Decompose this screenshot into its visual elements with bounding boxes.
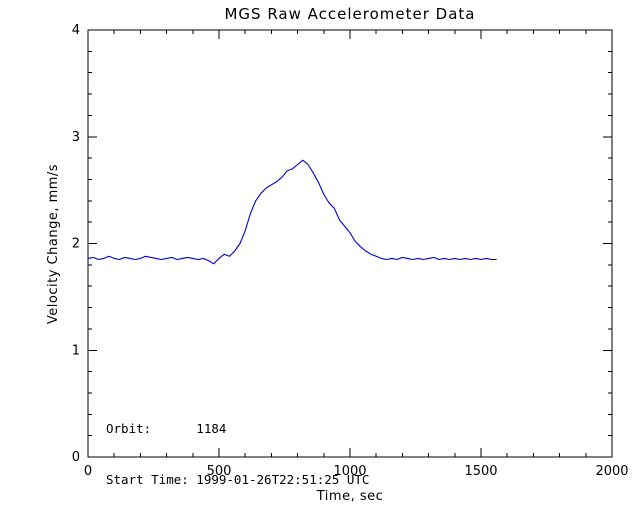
x-tick-label: 0 <box>84 464 92 479</box>
y-tick-label: 3 <box>72 130 80 145</box>
y-tick-label: 4 <box>72 23 80 38</box>
x-tick-label: 1500 <box>464 464 497 479</box>
annotation-block: Orbit: 1184 Start Time: 1999-01-26T22:51… <box>106 386 369 512</box>
chart-title: MGS Raw Accelerometer Data <box>224 5 475 23</box>
y-axis-label: Velocity Change, mm/s <box>46 164 61 324</box>
annotation-orbit: Orbit: 1184 <box>106 421 227 436</box>
x-tick-label: 1000 <box>333 464 366 479</box>
data-line <box>87 159 497 265</box>
y-tick-label: 0 <box>72 450 80 465</box>
annotation-start-time: Start Time: 1999-01-26T22:51:25 UTC <box>106 472 370 487</box>
x-tick-label: 500 <box>207 464 232 479</box>
x-tick-label: 2000 <box>595 464 628 479</box>
y-tick-label: 2 <box>72 237 80 252</box>
plot-area: 0 500 1000 1500 2000 0 1 2 3 4 <box>72 23 629 479</box>
x-axis-label: Time, sec <box>316 489 384 504</box>
y-tick-label: 1 <box>72 343 80 358</box>
